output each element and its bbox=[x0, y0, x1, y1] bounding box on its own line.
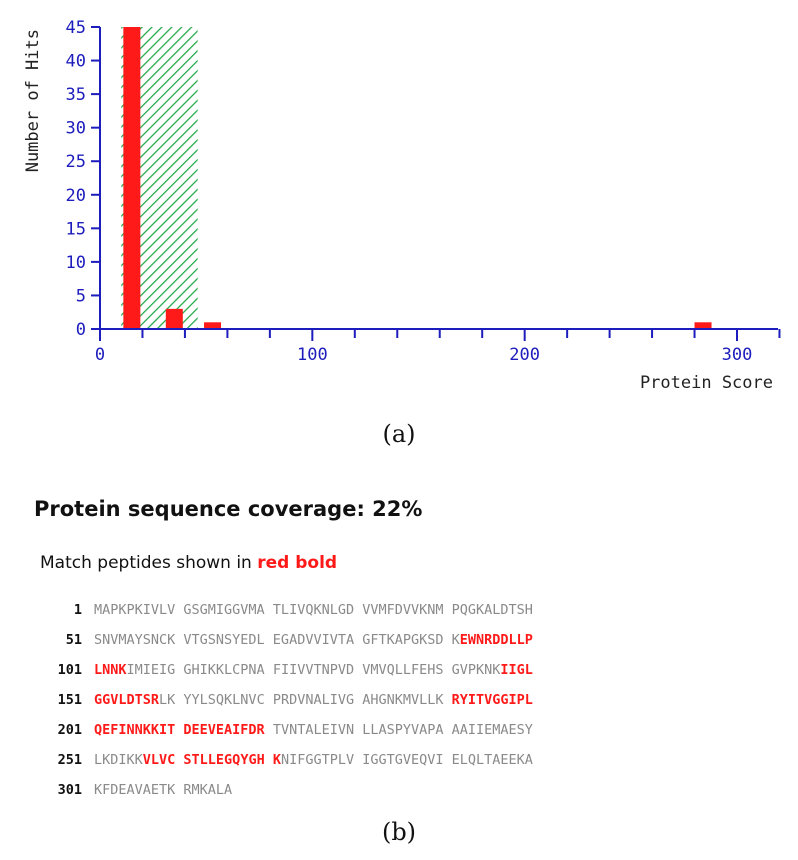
y-tick-label-40: 40 bbox=[66, 52, 86, 72]
x-axis-title: Protein Score bbox=[640, 373, 773, 393]
sequence-line-number: 151 bbox=[57, 692, 82, 708]
y-tick-label-45: 45 bbox=[66, 18, 86, 38]
y-tick-label-0: 0 bbox=[76, 320, 86, 340]
sequence-coverage-block: 1 MAPKPKIVLV GSGMIGGVMA TLIVQKNLGD VVMFDV… bbox=[38, 595, 533, 805]
match-note: Match peptides shown in red bold bbox=[40, 553, 337, 573]
unmatched-residues: LK YYLSQKLNVC PRDVNALIVG AHGNKMVLLK bbox=[159, 692, 452, 708]
matched-peptide: QEFINNKKIT DEEVEAIFDR bbox=[94, 722, 265, 738]
sequence-line: 151 GGVLDTSRLK YYLSQKLNVC PRDVNALIVG AHGN… bbox=[38, 685, 533, 715]
bar-0 bbox=[123, 27, 141, 329]
matched-peptide: RYITVGGIPL bbox=[451, 692, 533, 708]
y-tick-label-5: 5 bbox=[76, 286, 86, 306]
matched-peptide: LNNK bbox=[94, 662, 127, 678]
unmatched-residues: MAPKPKIVLV GSGMIGGVMA TLIVQKNLGD VVMFDVV… bbox=[94, 602, 533, 618]
sequence-line-number: 51 bbox=[65, 632, 82, 648]
x-tick-label-0: 0 bbox=[95, 345, 105, 365]
figure-caption-b: (b) bbox=[381, 818, 417, 846]
sequence-line-number: 101 bbox=[57, 662, 82, 678]
sequence-line: 201 QEFINNKKIT DEEVEAIFDR TVNTALEIVN LLAS… bbox=[38, 715, 533, 745]
sequence-line: 101 LNNKIMIEIG GHIKKLCPNA FIIVVTNPVD VMVQ… bbox=[38, 655, 533, 685]
figure-caption-a: (a) bbox=[382, 420, 416, 448]
sequence-line: 1 MAPKPKIVLV GSGMIGGVMA TLIVQKNLGD VVMFDV… bbox=[38, 595, 533, 625]
x-tick-label-300: 300 bbox=[722, 345, 753, 365]
sequence-line-number: 301 bbox=[57, 782, 82, 798]
y-tick-label-30: 30 bbox=[66, 119, 86, 139]
y-tick-label-20: 20 bbox=[66, 186, 86, 206]
y-axis-title: Number of Hits bbox=[23, 29, 43, 172]
bar-2 bbox=[204, 322, 222, 329]
unmatched-residues: SNVMAYSNCK VTGSNSYEDL EGADVVIVTA GFTKAPG… bbox=[94, 632, 460, 648]
unmatched-residues: NIFGGTPLV IGGTGVEQVI ELQLTAEEKA bbox=[280, 752, 533, 768]
x-tick-label-200: 200 bbox=[509, 345, 540, 365]
match-note-prefix: Match peptides shown in bbox=[40, 553, 258, 573]
sequence-line-number: 201 bbox=[57, 722, 82, 738]
matched-peptide: IIGL bbox=[500, 662, 533, 678]
y-tick-label-15: 15 bbox=[66, 219, 86, 239]
unmatched-residues: TVNTALEIVN LLASPYVAPA AAIIEMAESY bbox=[264, 722, 533, 738]
unmatched-residues: IMIEIG GHIKKLCPNA FIIVVTNPVD VMVQLLFEHS … bbox=[126, 662, 501, 678]
matched-peptide: VLVC STLLEGQYGH K bbox=[142, 752, 281, 768]
sequence-line-number: 251 bbox=[57, 752, 82, 768]
y-tick-label-10: 10 bbox=[66, 253, 86, 273]
match-note-highlight: red bold bbox=[257, 553, 338, 573]
matched-peptide: EWNRDDLLP bbox=[459, 632, 533, 648]
bar-1 bbox=[165, 308, 183, 329]
sequence-line: 251 LKDIKKVLVC STLLEGQYGH KNIFGGTPLV IGGT… bbox=[38, 745, 533, 775]
bar-3 bbox=[694, 322, 712, 329]
matched-peptide: GGVLDTSR bbox=[94, 692, 160, 708]
sequence-line: 51 SNVMAYSNCK VTGSNSYEDL EGADVVIVTA GFTKA… bbox=[38, 625, 533, 655]
unmatched-residues: KFDEAVAETK RMKALA bbox=[94, 782, 233, 798]
y-tick-label-35: 35 bbox=[66, 85, 86, 105]
sequence-line: 301 KFDEAVAETK RMKALA bbox=[38, 775, 533, 805]
x-tick-label-100: 100 bbox=[297, 345, 328, 365]
y-tick-label-25: 25 bbox=[66, 152, 86, 172]
coverage-title: Protein sequence coverage: 22% bbox=[34, 497, 423, 521]
protein-score-histogram: 0 5 10 15 20 25 30 35 40 45 0 100 200 300 Number of Hi… bbox=[23, 18, 781, 393]
sequence-line-number: 1 bbox=[73, 602, 82, 618]
unmatched-residues: LKDIKK bbox=[94, 752, 143, 768]
